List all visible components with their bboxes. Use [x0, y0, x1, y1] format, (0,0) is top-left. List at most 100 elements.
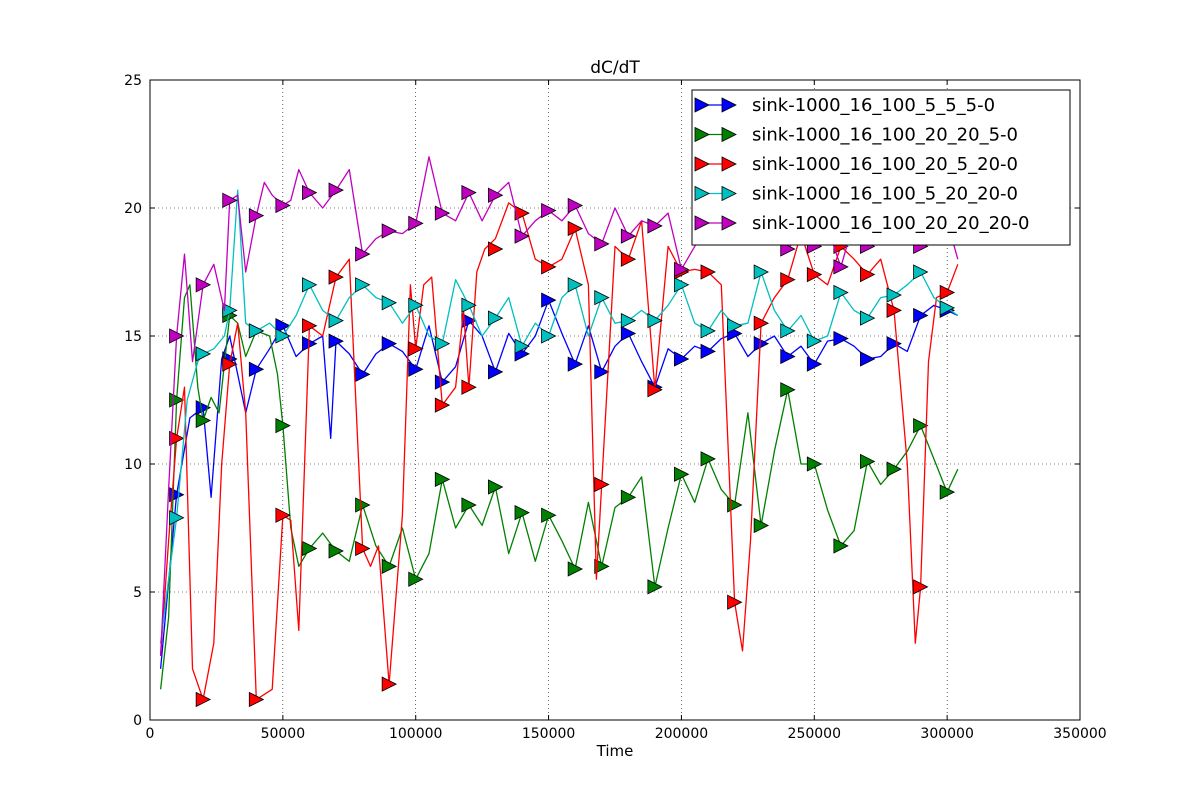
- data-point-marker: [727, 594, 743, 610]
- data-point-marker: [302, 540, 318, 557]
- data-point-marker: [434, 374, 451, 390]
- data-point-marker: [886, 302, 902, 319]
- data-point-marker: [488, 364, 504, 380]
- data-point-marker: [275, 197, 291, 214]
- data-point-marker: [727, 318, 743, 334]
- data-point-marker: [195, 691, 212, 708]
- legend-label: sink-1000_16_100_20_5_20-0: [752, 154, 1018, 175]
- legend-marker: [694, 185, 710, 202]
- data-point-marker: [381, 336, 398, 352]
- legend-marker: [721, 97, 737, 113]
- data-point-marker: [647, 312, 663, 329]
- series-group: [159, 156, 959, 708]
- data-point-marker: [434, 205, 451, 221]
- data-point-marker: [488, 241, 504, 257]
- data-point-marker: [355, 540, 371, 557]
- data-point-marker: [541, 328, 557, 344]
- data-point-marker: [541, 259, 557, 275]
- x-tick-label: 250000: [788, 726, 841, 742]
- legend-box: [691, 89, 1071, 246]
- data-point-marker: [620, 325, 637, 342]
- data-point-marker: [780, 382, 796, 398]
- data-point-marker: [886, 287, 902, 303]
- data-point-marker: [328, 543, 344, 559]
- x-tick-label: 350000: [1053, 726, 1106, 742]
- data-point-marker: [939, 484, 956, 500]
- data-point-marker: [461, 497, 477, 513]
- data-point-marker: [381, 558, 398, 575]
- data-point-marker: [275, 417, 291, 434]
- data-point-marker: [620, 251, 637, 267]
- data-point-marker: [434, 397, 451, 413]
- data-point-marker: [806, 266, 823, 283]
- y-tick-label: 15: [124, 329, 142, 345]
- data-point-marker: [248, 323, 265, 339]
- legend-marker: [694, 126, 710, 143]
- data-point-marker: [567, 277, 584, 293]
- data-point-marker: [806, 333, 823, 349]
- data-point-marker: [461, 184, 477, 201]
- data-point-marker: [514, 338, 530, 354]
- axis-ticks: 0 50000 100000 150000 200000 250000 300000 3500…: [124, 73, 1107, 742]
- data-point-marker: [674, 351, 690, 367]
- data-point-marker: [700, 323, 716, 339]
- data-point-marker: [222, 192, 238, 208]
- legend-item: sink-1000_16_100_5_20_20-0: [694, 184, 1018, 205]
- x-tick-label: 200000: [655, 726, 708, 742]
- legend-item: sink-1000_16_100_20_20_5-0: [694, 125, 1018, 146]
- data-point-marker: [753, 517, 770, 534]
- y-tick-label: 0: [133, 713, 142, 729]
- x-tick-label: 0: [146, 726, 155, 742]
- data-point-marker: [833, 284, 849, 301]
- data-point-marker: [620, 312, 637, 329]
- data-point-marker: [939, 284, 956, 301]
- data-point-marker: [222, 302, 238, 319]
- data-point-marker: [541, 202, 557, 219]
- data-point-marker: [567, 356, 584, 372]
- data-point-marker: [594, 558, 610, 575]
- data-point-marker: [833, 538, 849, 554]
- data-point-marker: [913, 307, 929, 324]
- data-point-marker: [833, 330, 849, 347]
- data-point-marker: [700, 343, 716, 360]
- legend-marker: [694, 156, 710, 172]
- y-tick-label: 5: [133, 585, 142, 601]
- data-point-marker: [647, 579, 663, 595]
- data-point-marker: [488, 479, 504, 495]
- legend-item: sink-1000_16_100_5_5_5-0: [694, 95, 995, 116]
- legend-label: sink-1000_16_100_5_5_5-0: [752, 95, 995, 116]
- legend-label: sink-1000_16_100_20_20_20-0: [752, 213, 1029, 234]
- data-point-marker: [860, 453, 876, 470]
- x-axis-title: Time: [596, 742, 634, 760]
- data-point-marker: [647, 218, 663, 234]
- data-point-marker: [195, 277, 212, 293]
- data-point-marker: [488, 187, 504, 203]
- data-point-marker: [434, 471, 451, 488]
- data-point-marker: [860, 351, 876, 367]
- data-point-marker: [913, 264, 929, 280]
- legend-marker: [721, 156, 737, 172]
- legend-marker: [694, 97, 710, 113]
- data-point-marker: [275, 328, 291, 344]
- data-point-marker: [700, 264, 716, 280]
- data-point-marker: [408, 361, 424, 377]
- data-point-marker: [275, 318, 291, 334]
- data-point-marker: [567, 197, 584, 214]
- data-point-marker: [567, 220, 584, 237]
- x-tick-label: 150000: [522, 726, 575, 742]
- legend-marker: [721, 215, 737, 231]
- data-point-marker: [408, 297, 424, 313]
- data-point-marker: [514, 205, 530, 221]
- data-point-marker: [753, 315, 770, 331]
- plot-frame: [149, 79, 1081, 721]
- data-point-marker: [594, 476, 610, 493]
- data-point-marker: [594, 364, 610, 380]
- data-point-marker: [886, 461, 902, 477]
- data-point-marker: [594, 289, 610, 306]
- legend-item: sink-1000_16_100_20_20_20-0: [694, 213, 1029, 234]
- data-point-marker: [328, 312, 344, 329]
- x-tick-label: 100000: [389, 726, 442, 742]
- data-point-marker: [169, 328, 185, 344]
- data-point-marker: [886, 336, 902, 352]
